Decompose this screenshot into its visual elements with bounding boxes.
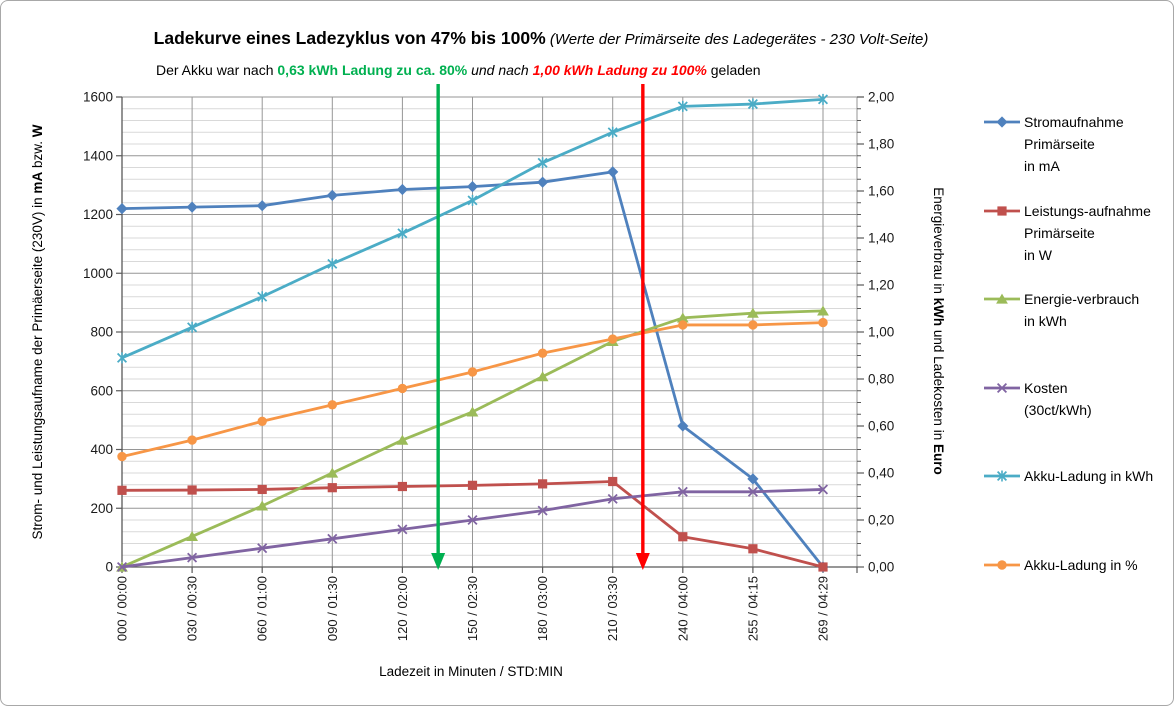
left-axis-tick-label: 1200 [83, 207, 113, 222]
legend-label: Leistungs-aufnahme Primärseite in W [1024, 203, 1151, 263]
legend-label: Akku-Ladung in % [1024, 557, 1138, 573]
subtitle-red-highlight: 1,00 kWh Ladung zu 100% [532, 62, 707, 78]
legend-item-energieverbrauch: Energie-verbrauch in kWh [983, 288, 1139, 332]
x-axis-tick-label: 210 / 03:30 [605, 576, 620, 641]
left-axis-tick-label: 1400 [83, 148, 113, 163]
arrow-80-prozent [431, 84, 446, 570]
left-axis-tick-label: 1000 [83, 266, 113, 281]
legend-marker-triangle-icon [984, 293, 1020, 304]
series-akku_ladung_kwh [116, 93, 829, 364]
left-axis-tick-label: 200 [90, 501, 113, 516]
legend-item-akku_ladung_kwh: Akku-Ladung in kWh [983, 465, 1153, 487]
left-axis-tick-label: 0 [105, 560, 113, 575]
right-axis-tick-label: 1,40 [868, 231, 894, 246]
left-axis-tick-label: 1600 [83, 90, 113, 105]
series-leistungsaufnahme [117, 476, 828, 572]
legend-label: Stromaufnahme Primärseite in mA [1024, 114, 1124, 174]
x-axis-tick-label: 060 / 01:00 [255, 576, 270, 641]
x-axis-tick-label: 150 / 02:30 [465, 576, 480, 641]
legend-item-kosten: Kosten (30ct/kWh) [983, 377, 1092, 421]
right-axis-title-mid: und Ladekosten in [931, 326, 946, 444]
left-axis-unit-ma: mA [30, 171, 45, 194]
legend-marker-x-icon [984, 382, 1020, 394]
right-axis-title: Energieverbrau in kWh und Ladekosten in … [928, 61, 946, 601]
x-axis-tick-label: 030 / 00:30 [185, 576, 200, 641]
legend-marker-star-icon [984, 470, 1020, 482]
legend-marker-circle-icon [984, 560, 1020, 570]
left-axis-unit-w: W [30, 124, 45, 138]
x-axis-title: Ladezeit in Minuten / STD:MIN [379, 664, 563, 679]
right-axis-title-text: Energieverbrau in [931, 187, 946, 298]
right-axis-tick-label: 2,00 [868, 90, 894, 105]
right-axis-tick-label: 1,60 [868, 184, 894, 199]
subtitle-post: geladen [706, 62, 761, 78]
right-axis-tick-label: 1,80 [868, 137, 894, 152]
left-axis-tick-label: 400 [90, 442, 113, 457]
arrow-100-prozent [635, 84, 650, 570]
series-kosten [116, 484, 829, 573]
x-axis-tick-label: 180 / 03:00 [535, 576, 550, 641]
right-axis-tick-label: 0,60 [868, 419, 894, 434]
right-axis-tick-label: 0,20 [868, 513, 894, 528]
subtitle-mid: und nach [467, 62, 533, 78]
left-axis-tick-label: 800 [90, 325, 113, 340]
legend-label: Energie-verbrauch in kWh [1024, 291, 1140, 329]
page-title: Ladekurve eines Ladezyklus von 47% bis 1… [41, 28, 1041, 49]
right-axis-tick-label: 1,00 [868, 325, 894, 340]
legend-label: Akku-Ladung in kWh [1024, 468, 1154, 484]
left-axis-tick-label: 600 [90, 383, 113, 398]
right-axis-unit-kwh: kWh [931, 297, 946, 327]
legend-marker-diamond-icon [984, 116, 1020, 128]
subtitle-green-highlight: 0,63 kWh Ladung zu ca. 80% [277, 62, 468, 78]
subtitle-pre: Der Akku war nach [156, 62, 278, 78]
x-axis-tick-label: 255 / 04:15 [745, 576, 760, 641]
legend-item-leistungsaufnahme: Leistungs-aufnahme Primärseite in W [983, 200, 1151, 266]
x-axis-tick-label: 000 / 00:00 [115, 576, 130, 641]
right-axis-tick-label: 0,00 [868, 560, 894, 575]
left-axis-title: Strom- und Leistungsaufname der Primäers… [30, 52, 48, 612]
chart-legend: Stromaufnahme Primärseite in mA Leistungs… [983, 1, 1173, 701]
right-axis-tick-label: 0,40 [868, 466, 894, 481]
left-axis-title-text: Strom- und Leistungsaufname der Primäers… [30, 193, 45, 540]
legend-marker-square-icon [984, 206, 1020, 216]
legend-item-akku_ladung_prozent: Akku-Ladung in % [983, 554, 1138, 576]
x-axis-tick-label: 240 / 04:00 [675, 576, 690, 641]
x-axis-tick-label: 120 / 02:00 [395, 576, 410, 641]
left-axis-title-mid: bzw. [30, 137, 45, 172]
page-title-main: Ladekurve eines Ladezyklus von 47% bis 1… [153, 28, 546, 48]
series-energieverbrauch [116, 305, 829, 572]
right-axis-unit-euro: Euro [931, 443, 946, 475]
chart-subtitle: Der Akku war nach 0,63 kWh Ladung zu ca.… [156, 62, 761, 78]
legend-item-stromaufnahme: Stromaufnahme Primärseite in mA [983, 111, 1124, 177]
series-akku_ladung_prozent [117, 317, 828, 462]
right-axis-tick-label: 0,80 [868, 372, 894, 387]
legend-label: Kosten (30ct/kWh) [1024, 380, 1092, 418]
page-title-subnote: (Werte der Primärseite des Ladegerätes -… [545, 31, 929, 48]
x-axis-tick-label: 090 / 01:30 [325, 576, 340, 641]
x-axis-tick-label: 269 / 04:29 [816, 576, 831, 641]
right-axis-tick-label: 1,20 [868, 278, 894, 293]
